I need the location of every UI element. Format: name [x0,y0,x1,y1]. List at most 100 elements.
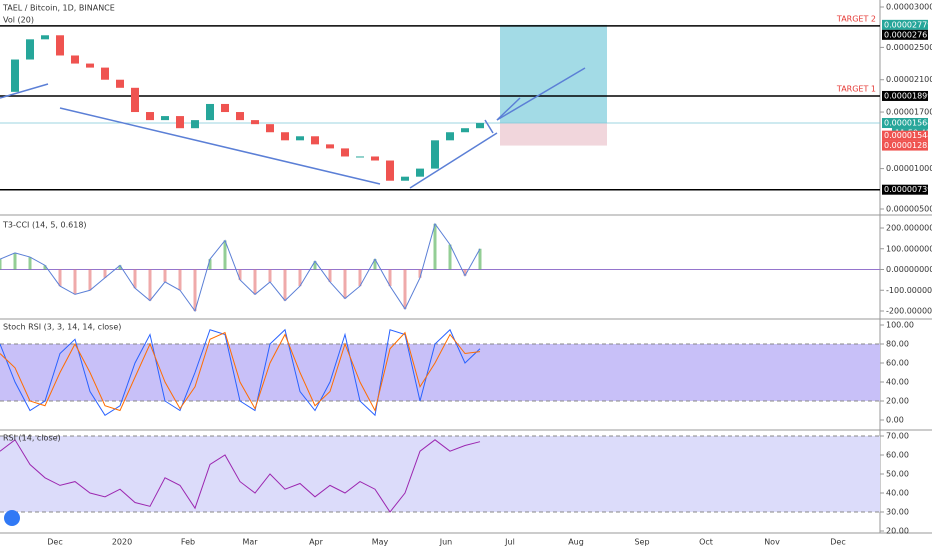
price-label-bg [882,19,928,30]
target-zone [500,24,607,124]
y-tick-label: 0.00001000 [886,164,932,173]
indicator-title: RSI (14, close) [3,434,61,443]
y-tick-label: 20.00 [886,527,909,536]
candle [236,112,244,121]
x-tick-label: Apr [309,538,324,547]
x-tick-label: Aug [568,538,584,547]
candle [191,120,199,129]
candle [221,103,229,113]
y-tick-label: 80.00 [886,340,909,349]
y-tick-label: 100.00 [886,321,914,330]
indicator-line [0,439,481,513]
candle [416,168,424,177]
price-label-bg [882,90,928,101]
indicator-line [0,328,481,417]
candle [56,35,64,56]
y-tick-label: 30.00 [886,508,909,517]
y-tick-label: 0.00000000 [886,265,932,274]
price-label: 0.00002767 [884,30,932,39]
x-tick-label: Dec [47,538,62,547]
candle [251,120,259,125]
chart-title: TAEL / Bitcoin, 1D, BINANCE [2,4,115,13]
candle [296,136,304,141]
y-tick-label: 70.00 [886,432,909,441]
candle [401,176,409,181]
x-tick-label: Jul [504,538,515,547]
candle [386,160,394,181]
price-label: 0.00001564 [884,119,932,128]
level-annotation: TARGET 2 [836,14,876,23]
price-label: 0.00001544 [884,131,932,140]
price-label-bg [882,140,928,151]
y-tick-label: 0.00 [886,416,904,425]
x-tick-label: Feb [181,538,195,547]
candle [371,156,379,161]
y-tick-label: 0.00002500 [886,43,932,52]
x-tick-label: May [372,538,389,547]
y-tick-label: 0.00001700 [886,108,932,117]
x-tick-label: 2020 [112,538,132,547]
candle [476,123,484,129]
candle [131,87,139,113]
indicator-title: Stoch RSI (3, 3, 14, 14, close) [3,323,121,332]
candle [446,132,454,141]
y-tick-label: 0.00002100 [886,75,932,84]
candle [356,156,364,158]
candle [431,140,439,169]
candle [11,59,19,92]
candle [311,136,319,145]
candle [281,132,289,141]
candle [326,144,334,149]
candle [71,55,79,64]
x-tick-label: Oct [699,538,713,547]
y-tick-label: 0.00000500 [886,205,932,214]
candle [146,112,154,121]
cci-line [0,222,481,313]
y-tick-label: 0.00003000 [886,3,932,12]
y-tick-label: 50.00 [886,470,909,479]
candle [161,116,169,121]
candle [26,39,34,60]
candle [176,116,184,129]
candle [341,148,349,157]
candle [101,67,109,80]
indicator-title: T3-CCI (14, 5, 0.618) [2,221,87,230]
logo[interactable] [4,510,20,526]
band [0,436,880,512]
candle [461,128,469,133]
x-tick-label: Mar [242,538,258,547]
price-label-bg [882,130,928,141]
x-tick-label: Jun [439,538,453,547]
x-tick-label: Sep [634,538,649,547]
y-tick-label: 60.00 [886,451,909,460]
y-tick-label: 200.00000000 [886,224,932,233]
candle [266,124,274,133]
candle [41,35,49,40]
price-label: 0.00001899 [884,91,932,100]
volume-title: Vol (20) [3,16,34,25]
x-tick-label: Nov [764,538,780,547]
y-tick-label: 60.00 [886,359,909,368]
price-label-bg [882,184,928,195]
y-tick-label: -100.00000000 [886,286,932,295]
stop-zone [500,123,607,146]
y-tick-label: 100.00000000 [886,244,932,253]
y-tick-label: 20.00 [886,397,909,406]
price-label: 0.00002779 [884,20,932,29]
candle [206,103,214,121]
level-annotation: TARGET 1 [836,84,876,93]
y-tick-label: 40.00 [886,489,909,498]
candle [116,79,124,88]
marks: 0.00003000 0.00002500 0.00002100 0.00001700… [0,3,932,547]
y-tick-label: 40.00 [886,378,909,387]
x-tick-label: Dec [830,538,845,547]
price-label: 0.00000739 [884,185,932,194]
indicator-line [0,331,481,412]
y-tick-label: -200.00000000 [886,307,932,316]
trend-arrows [0,67,586,189]
price-label-bg [882,29,928,40]
candle [86,63,94,68]
price-label-bg [882,118,928,129]
price-label: 0.00001285 [884,141,932,150]
